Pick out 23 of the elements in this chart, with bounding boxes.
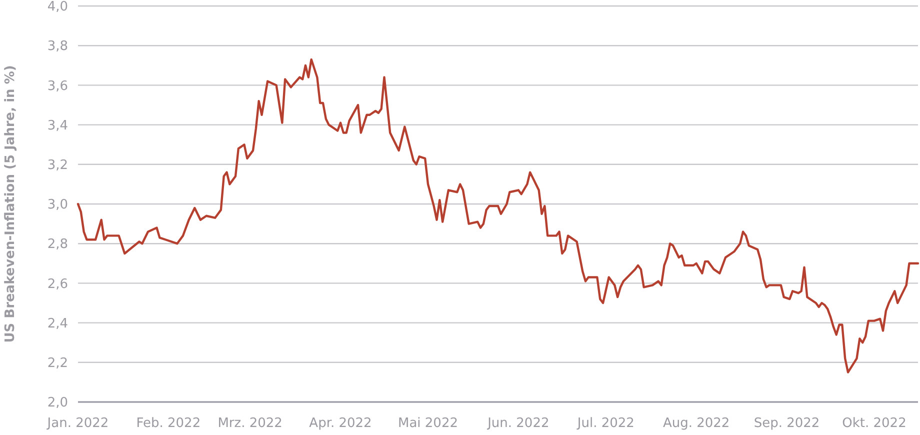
- x-tick-label: Aug. 2022: [662, 416, 730, 431]
- line-series: [76, 58, 920, 374]
- x-tick-label: Jan. 2022: [46, 416, 109, 431]
- x-tick-label: Okt. 2022: [842, 416, 906, 431]
- y-tick-label: 2,6: [47, 276, 68, 292]
- x-tick-label: Mrz. 2022: [218, 416, 282, 431]
- y-tick-label: 3,8: [47, 39, 68, 54]
- x-tick-label: Sep. 2022: [754, 416, 820, 431]
- x-tick-label: Apr. 2022: [309, 416, 372, 431]
- y-tick-label: 2,4: [47, 316, 68, 332]
- y-tick-label: 3,6: [47, 78, 68, 94]
- x-tick-label: Jun. 2022: [486, 416, 550, 431]
- y-tick-label: 2,2: [47, 356, 68, 371]
- x-tick-label: Jul. 2022: [576, 416, 634, 431]
- y-tick-label: 4,0: [47, 0, 68, 15]
- y-tick-label: 2,8: [47, 237, 68, 252]
- x-tick-label: Feb. 2022: [136, 416, 201, 431]
- y-tick-label: 3,4: [47, 118, 68, 134]
- y-tick-label: 3,0: [47, 198, 68, 213]
- y-tick-label: 2,0: [47, 396, 68, 411]
- x-tick-label: Mai 2022: [398, 416, 458, 431]
- y-tick-label: 3,2: [47, 158, 68, 173]
- y-axis-title: US Breakeven-Inflation (5 Jahre, in %): [3, 65, 18, 343]
